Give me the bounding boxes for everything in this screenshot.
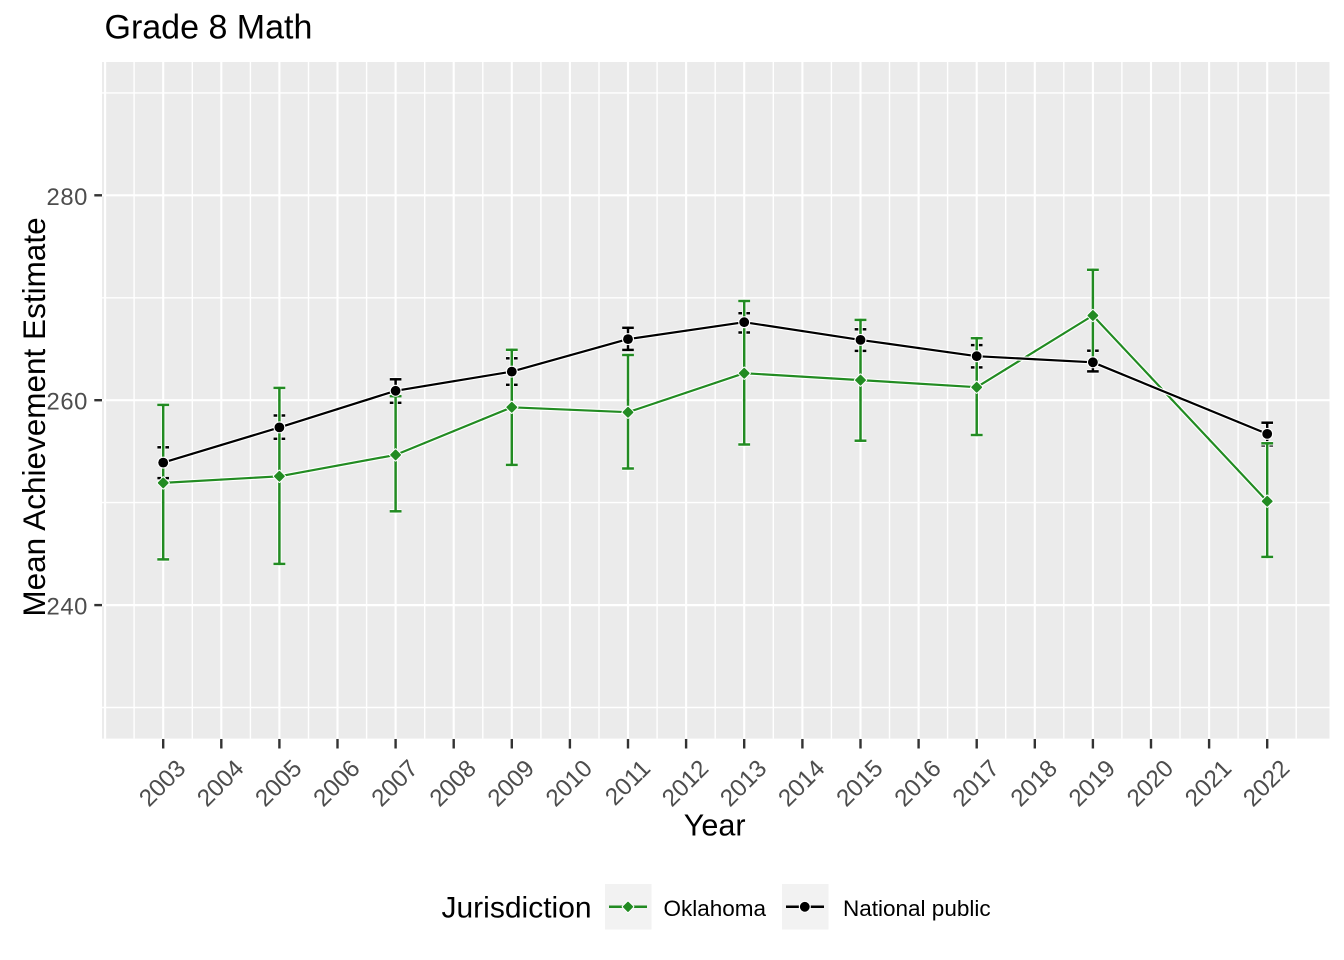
svg-text:Oklahoma: Oklahoma xyxy=(664,896,767,921)
svg-text:National public: National public xyxy=(843,896,991,921)
svg-text:280: 280 xyxy=(46,184,88,211)
svg-text:Mean Achievement Estimate: Mean Achievement Estimate xyxy=(16,217,52,616)
svg-text:Year: Year xyxy=(684,809,746,843)
svg-text:260: 260 xyxy=(46,389,88,416)
svg-text:Grade 8 Math: Grade 8 Math xyxy=(105,9,313,47)
svg-text:Jurisdiction: Jurisdiction xyxy=(442,892,592,925)
svg-text:240: 240 xyxy=(46,594,88,621)
